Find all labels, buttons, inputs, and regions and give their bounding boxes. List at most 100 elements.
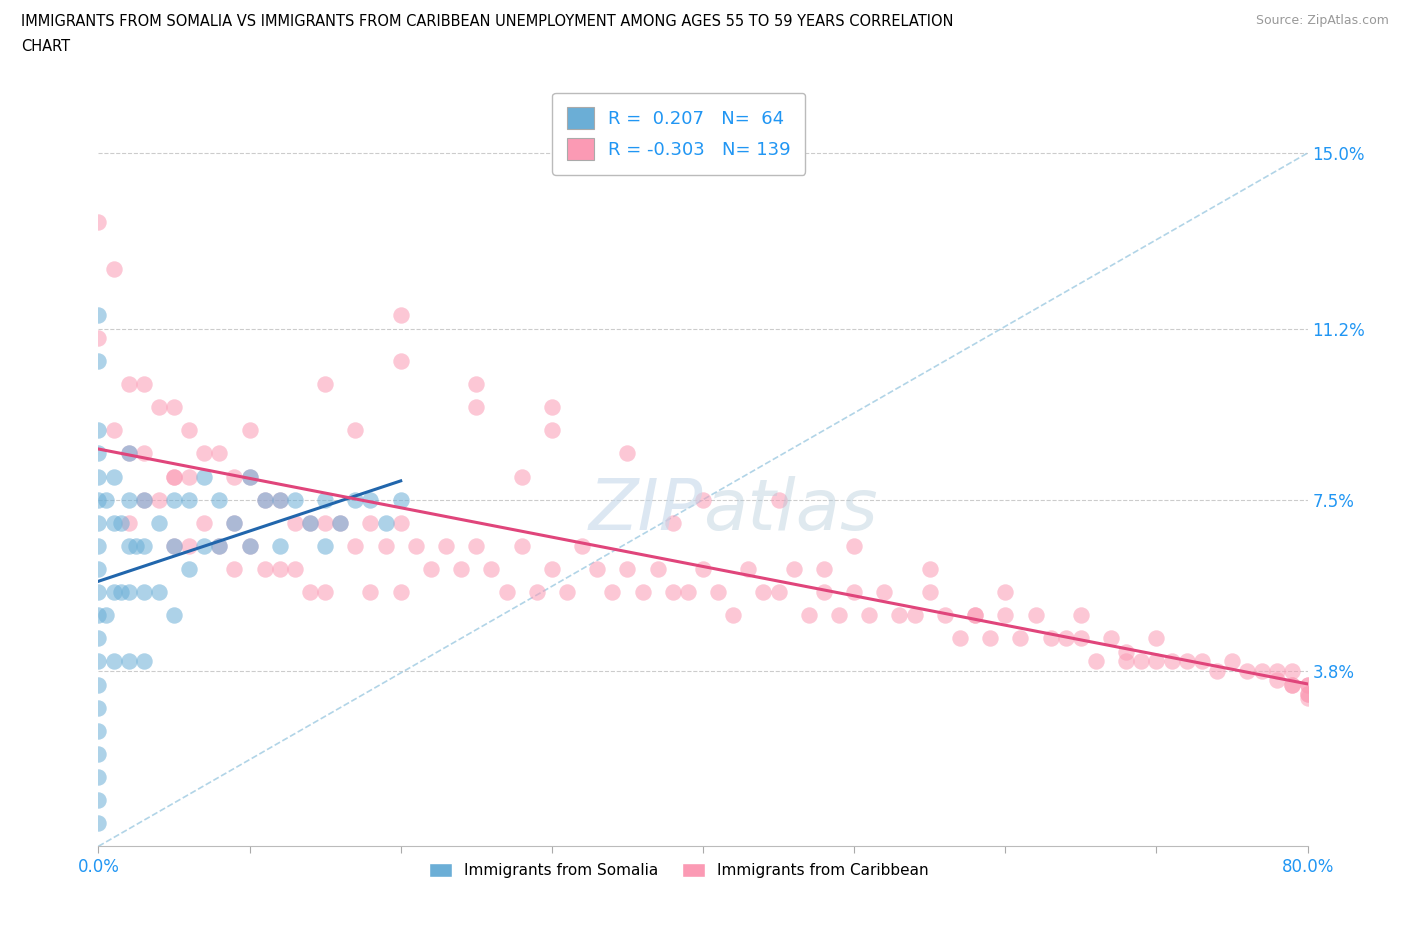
Point xyxy=(132,446,155,461)
Point xyxy=(904,608,927,623)
Text: Source: ZipAtlas.com: Source: ZipAtlas.com xyxy=(1256,14,1389,27)
Point xyxy=(87,562,110,577)
Point xyxy=(1220,654,1243,669)
Point xyxy=(1267,672,1289,687)
Point xyxy=(148,515,170,530)
Point xyxy=(374,538,396,553)
Point xyxy=(540,400,562,415)
Point xyxy=(1054,631,1077,645)
Point xyxy=(344,492,367,507)
Point xyxy=(103,261,125,276)
Point xyxy=(314,538,336,553)
Point xyxy=(118,515,141,530)
Point xyxy=(1251,663,1274,678)
Point xyxy=(481,562,503,577)
Point xyxy=(193,515,215,530)
Point xyxy=(1039,631,1062,645)
Point xyxy=(314,492,336,507)
Point xyxy=(110,515,132,530)
Point xyxy=(389,492,412,507)
Point xyxy=(1024,608,1046,623)
Point xyxy=(737,562,759,577)
Point xyxy=(163,608,186,623)
Point xyxy=(465,377,488,392)
Point xyxy=(94,608,117,623)
Point xyxy=(1206,663,1229,678)
Point xyxy=(1281,663,1303,678)
Point xyxy=(692,562,714,577)
Point xyxy=(1160,654,1182,669)
Point xyxy=(179,538,201,553)
Point xyxy=(797,608,820,623)
Point xyxy=(193,469,215,484)
Point xyxy=(118,492,141,507)
Point xyxy=(299,515,322,530)
Point xyxy=(949,631,972,645)
Point xyxy=(314,377,336,392)
Point xyxy=(239,538,262,553)
Point xyxy=(269,492,291,507)
Point xyxy=(616,446,638,461)
Text: atlas: atlas xyxy=(703,476,877,545)
Point xyxy=(918,562,941,577)
Point xyxy=(87,492,110,507)
Point xyxy=(844,585,866,600)
Point xyxy=(526,585,548,600)
Point xyxy=(239,469,262,484)
Point xyxy=(873,585,896,600)
Point xyxy=(224,515,246,530)
Point xyxy=(707,585,730,600)
Point xyxy=(269,492,291,507)
Point xyxy=(344,423,367,438)
Point xyxy=(450,562,472,577)
Point xyxy=(1236,663,1258,678)
Point xyxy=(1296,686,1319,701)
Point xyxy=(118,654,141,669)
Point xyxy=(148,400,170,415)
Point xyxy=(224,515,246,530)
Point xyxy=(208,538,231,553)
Point xyxy=(87,307,110,322)
Point xyxy=(1191,654,1213,669)
Point xyxy=(1099,631,1122,645)
Point xyxy=(661,585,683,600)
Point xyxy=(87,515,110,530)
Point xyxy=(389,353,412,368)
Point xyxy=(813,562,835,577)
Point xyxy=(87,215,110,230)
Point xyxy=(87,423,110,438)
Point xyxy=(965,608,987,623)
Point xyxy=(540,423,562,438)
Point xyxy=(360,585,382,600)
Point xyxy=(253,492,276,507)
Point xyxy=(586,562,609,577)
Point xyxy=(87,631,110,645)
Point xyxy=(602,585,624,600)
Point xyxy=(163,538,186,553)
Point xyxy=(723,608,745,623)
Point xyxy=(1115,654,1137,669)
Point xyxy=(110,585,132,600)
Point xyxy=(1296,677,1319,692)
Point xyxy=(994,585,1017,600)
Point xyxy=(179,423,201,438)
Point xyxy=(208,446,231,461)
Point xyxy=(360,492,382,507)
Point xyxy=(1175,654,1198,669)
Point xyxy=(768,585,790,600)
Point xyxy=(132,492,155,507)
Point xyxy=(163,538,186,553)
Point xyxy=(299,585,322,600)
Point xyxy=(239,423,262,438)
Point xyxy=(118,538,141,553)
Point xyxy=(87,747,110,762)
Point xyxy=(163,469,186,484)
Point xyxy=(813,585,835,600)
Point xyxy=(118,585,141,600)
Point xyxy=(1296,677,1319,692)
Point xyxy=(858,608,880,623)
Point xyxy=(329,515,352,530)
Point xyxy=(148,585,170,600)
Point xyxy=(676,585,699,600)
Point xyxy=(87,469,110,484)
